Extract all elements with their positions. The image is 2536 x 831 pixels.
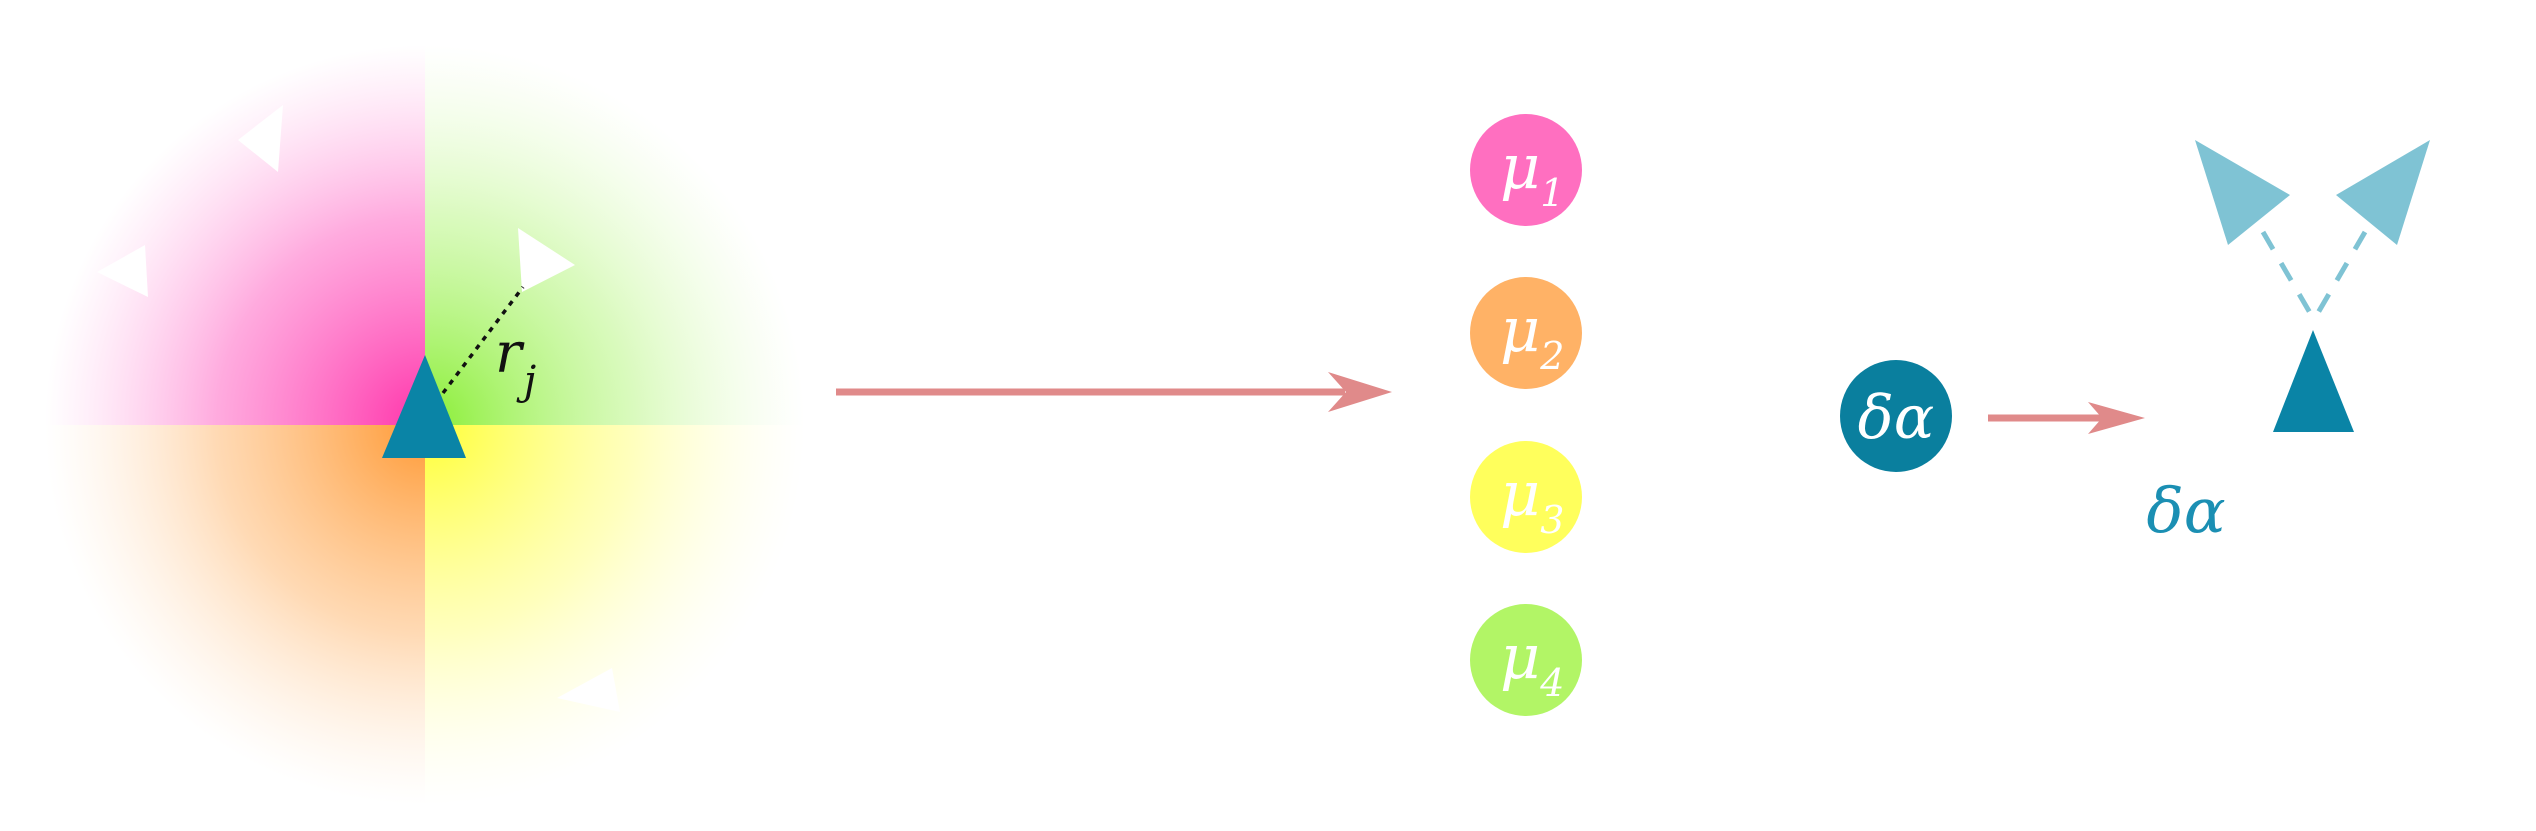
mu-node-4: μ4 (1470, 604, 1582, 716)
svg-text:δα: δα (1858, 383, 1935, 453)
distance-line (441, 285, 525, 395)
quadrant-top-right (425, 45, 805, 425)
partner-agent-left (2195, 140, 2290, 245)
mu-node-3: μ3 (1470, 441, 1582, 553)
link-dashed-left (2260, 230, 2316, 320)
acting-agent (2273, 330, 2354, 432)
partner-agent-right (2336, 140, 2430, 245)
neighbor-agent (557, 668, 620, 712)
center-agent (382, 355, 466, 458)
svg-text:μ3: μ3 (1500, 457, 1564, 542)
quadrant-bottom-right (425, 425, 805, 805)
action-node: δα (1840, 360, 1952, 472)
neighbor-agent (97, 245, 148, 297)
svg-text:μ4: μ4 (1500, 620, 1564, 705)
neighbor-agent (238, 105, 283, 172)
action-caption: δα (2146, 474, 2225, 547)
action-arrow (1988, 402, 2145, 434)
quadrant-top-left (45, 45, 425, 425)
link-dashed-right (2312, 230, 2368, 320)
mu-nodes: μ1 μ2 μ3 μ4 (1470, 114, 1582, 716)
svg-text:μ2: μ2 (1500, 293, 1564, 378)
svg-text:μ1: μ1 (1500, 130, 1564, 215)
main-arrow (836, 372, 1392, 412)
mu-node-1: μ1 (1470, 114, 1582, 226)
neighbor-agent (518, 228, 575, 292)
mu-node-2: μ2 (1470, 277, 1582, 389)
neighborhood-panel: rj (45, 45, 805, 805)
agents-right (2195, 140, 2430, 432)
quadrant-bottom-left (45, 425, 425, 805)
